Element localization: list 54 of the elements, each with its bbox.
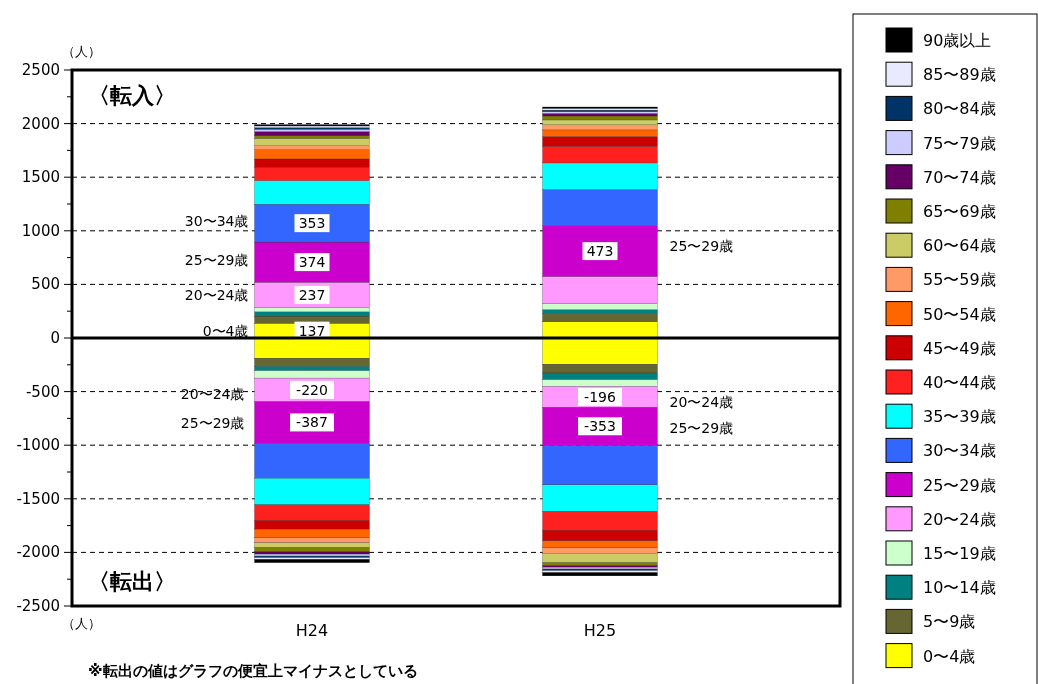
y-tick-label: -500 bbox=[25, 382, 60, 401]
legend-label: 45〜49歳 bbox=[923, 338, 996, 358]
data-label: 237 bbox=[298, 286, 326, 303]
legend-label: 15〜19歳 bbox=[923, 544, 996, 563]
y-tick-label: 0 bbox=[50, 329, 60, 347]
data-label: 137 bbox=[298, 322, 326, 339]
y-tick-label: 2500 bbox=[21, 61, 60, 79]
annotation: 〈転入〉 bbox=[88, 83, 176, 108]
legend-label: 70〜74歳 bbox=[923, 167, 996, 187]
data-label: 374 bbox=[298, 254, 326, 271]
legend-label: 80〜84歳 bbox=[923, 99, 996, 119]
legend-label: 65〜69歳 bbox=[923, 202, 996, 221]
annotation: 30〜34歳 bbox=[184, 213, 249, 229]
legend-label: 10〜14歳 bbox=[923, 578, 996, 598]
text: （人） bbox=[62, 616, 101, 631]
y-tick-label: 2000 bbox=[21, 114, 60, 133]
x-tick-label: H25 bbox=[583, 621, 617, 640]
y-tick-label: 1500 bbox=[21, 168, 60, 187]
annotation: 25〜29歳 bbox=[669, 238, 734, 254]
y-tick-label: 1000 bbox=[21, 221, 60, 240]
text: ※転出の値はグラフの便宜上マイナスとしている bbox=[88, 662, 418, 680]
legend-label: 50〜54歳 bbox=[923, 304, 996, 324]
y-tick-label: -2000 bbox=[16, 543, 60, 562]
y-tick-label: 500 bbox=[31, 275, 60, 294]
data-label: -387 bbox=[296, 414, 328, 431]
data-label: -220 bbox=[296, 381, 328, 398]
text: （人） bbox=[62, 44, 101, 59]
annotation: 20〜24歳 bbox=[669, 394, 734, 410]
legend-label: 90歳以上 bbox=[923, 31, 992, 50]
legend-label: 85〜89歳 bbox=[923, 65, 996, 85]
legend-label: 55〜59歳 bbox=[923, 270, 996, 290]
y-tick-label: -1500 bbox=[16, 489, 60, 508]
legend-label: 25〜29歳 bbox=[923, 475, 996, 495]
annotation: 25〜29歳 bbox=[184, 252, 249, 268]
x-tick-label: H24 bbox=[295, 621, 329, 640]
annotation: 25〜29歳 bbox=[669, 420, 734, 436]
annotation: 25〜29歳 bbox=[180, 415, 245, 431]
data-label: -196 bbox=[584, 388, 616, 405]
legend-label: 75〜79歳 bbox=[923, 133, 996, 153]
data-label: 353 bbox=[298, 215, 326, 232]
legend-label: 20〜24歳 bbox=[923, 509, 996, 529]
annotation: 〈転出〉 bbox=[88, 569, 176, 594]
annotation: 0〜4歳 bbox=[202, 323, 249, 339]
y-tick-label: -2500 bbox=[16, 597, 60, 615]
legend-label: 0〜4歳 bbox=[923, 646, 976, 666]
legend-label: 5〜9歳 bbox=[923, 612, 976, 632]
legend-label: 35〜39歳 bbox=[923, 407, 996, 427]
legend-label: 60〜64歳 bbox=[923, 236, 996, 256]
legend-label: 30〜34歳 bbox=[923, 441, 996, 461]
annotation: 20〜24歳 bbox=[184, 287, 249, 303]
y-tick-label: -1000 bbox=[16, 436, 60, 455]
legend-label: 40〜44歳 bbox=[923, 373, 996, 392]
data-label: -353 bbox=[584, 418, 616, 435]
data-label: 473 bbox=[586, 243, 614, 260]
